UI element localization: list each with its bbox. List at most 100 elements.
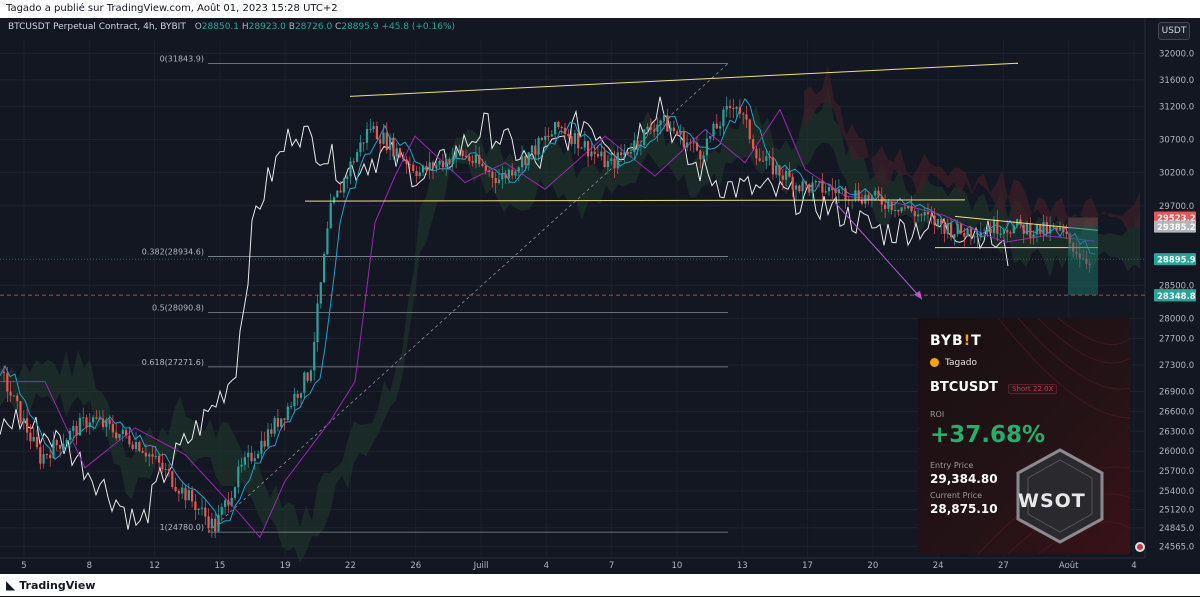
candle-body	[989, 228, 992, 233]
fib-level-label: 0.618(27271.6)	[142, 358, 204, 367]
candle-body	[257, 453, 260, 459]
candle-body	[78, 417, 81, 436]
symbol-label[interactable]: BTCUSDT Perpetual Contract, 4h, BYBIT	[8, 22, 186, 32]
candle-body	[768, 156, 771, 158]
candle-body	[695, 142, 699, 151]
y-tick-label: 30200.0	[1159, 169, 1194, 179]
candle-body	[270, 429, 273, 434]
high-value: 28923.0	[248, 22, 286, 32]
publish-text: Tagado a publié sur TradingView.com, Aoû…	[6, 3, 338, 14]
candle-body	[649, 126, 652, 130]
candle-body	[583, 141, 586, 148]
candle-body	[854, 190, 857, 200]
candle-body	[745, 114, 748, 120]
candle-body	[398, 148, 402, 158]
candle-body	[1002, 230, 1005, 234]
high-label: H	[241, 22, 249, 32]
y-tick-label: 24845.0	[1159, 524, 1194, 534]
candle-body	[101, 418, 105, 427]
candle-body	[527, 152, 530, 166]
candle-body	[926, 212, 930, 215]
candle-body	[154, 456, 157, 458]
candle-body	[293, 394, 296, 407]
price-label: 28895.9	[1157, 256, 1196, 266]
x-tick-label: 19	[280, 561, 291, 571]
candle-body	[507, 169, 510, 179]
candle-body	[448, 159, 451, 165]
candle-body	[897, 209, 900, 212]
candle-body	[491, 171, 494, 178]
candle-body	[804, 181, 807, 185]
candle-body	[616, 152, 619, 169]
x-tick-label: 12	[149, 561, 160, 571]
low-label: B	[288, 22, 295, 32]
candle-body	[669, 127, 672, 132]
y-tick-label: 25120.0	[1159, 506, 1194, 516]
currency-button[interactable]: USDT	[1158, 22, 1190, 40]
candle-body	[620, 152, 623, 156]
fib-level-label: 0.382(28934.6)	[142, 248, 204, 257]
candle-body	[1042, 222, 1045, 234]
candle-body	[887, 201, 890, 209]
candle-body	[626, 152, 629, 154]
price-label: 28348.8	[1157, 292, 1196, 302]
candle-body	[689, 142, 692, 144]
candle-body	[946, 223, 949, 234]
candle-body	[484, 165, 487, 171]
tradingview-logo[interactable]: ◣ TradingView	[6, 574, 95, 597]
footer-bar: ◣ TradingView	[0, 574, 1200, 596]
y-tick-label: 32000.0	[1159, 49, 1194, 59]
candle-body	[494, 177, 497, 184]
candle-body	[969, 228, 972, 237]
candle-body	[547, 135, 550, 137]
candle-body	[976, 236, 979, 238]
candle-body	[402, 157, 405, 160]
candle-body	[148, 454, 151, 457]
candle-body	[478, 154, 481, 164]
candle-body	[643, 129, 646, 146]
candle-body	[890, 201, 893, 211]
candle-body	[1039, 223, 1042, 234]
candle-body	[1058, 227, 1062, 231]
candle-body	[441, 160, 444, 168]
candle-body	[26, 418, 29, 433]
candle-body	[346, 176, 349, 179]
event-flag-dot	[1137, 544, 1143, 550]
candle-body	[207, 516, 210, 529]
stop-zone-box	[1068, 217, 1098, 227]
candle-body	[844, 188, 847, 200]
candle-body	[930, 214, 933, 216]
candle-body	[217, 514, 220, 532]
candle-body	[785, 171, 788, 180]
candle-body	[1009, 232, 1012, 234]
candle-body	[1012, 225, 1015, 234]
candle-body	[504, 173, 507, 179]
candle-body	[431, 162, 435, 169]
candle-body	[385, 132, 388, 151]
candle-body	[557, 122, 560, 128]
candle-body	[85, 417, 88, 427]
candle-body	[306, 372, 309, 381]
candle-body	[342, 178, 345, 193]
candle-body	[781, 175, 784, 180]
candle-body	[224, 500, 227, 507]
candle-body	[794, 185, 798, 190]
candle-body	[537, 137, 540, 155]
candle-body	[712, 123, 715, 137]
card-pair: BTCUSDT	[930, 380, 998, 395]
candle-body	[761, 160, 765, 162]
trend-line-upper	[349, 62, 1019, 97]
candle-body	[567, 134, 570, 137]
candle-body	[722, 109, 725, 127]
candle-body	[65, 440, 68, 444]
candle-body	[88, 422, 91, 427]
price-label-bg	[1154, 253, 1196, 266]
candle-body	[857, 190, 860, 200]
candle-body	[758, 158, 761, 161]
candle-body	[336, 190, 339, 198]
candle-body	[735, 107, 738, 109]
price-chart[interactable]: 32000.0 31600.0 31200.0 30700.0 30200.0 29700…	[0, 18, 1200, 574]
candle-body	[134, 442, 138, 449]
candle-body	[174, 486, 177, 491]
candle-body	[95, 417, 98, 419]
